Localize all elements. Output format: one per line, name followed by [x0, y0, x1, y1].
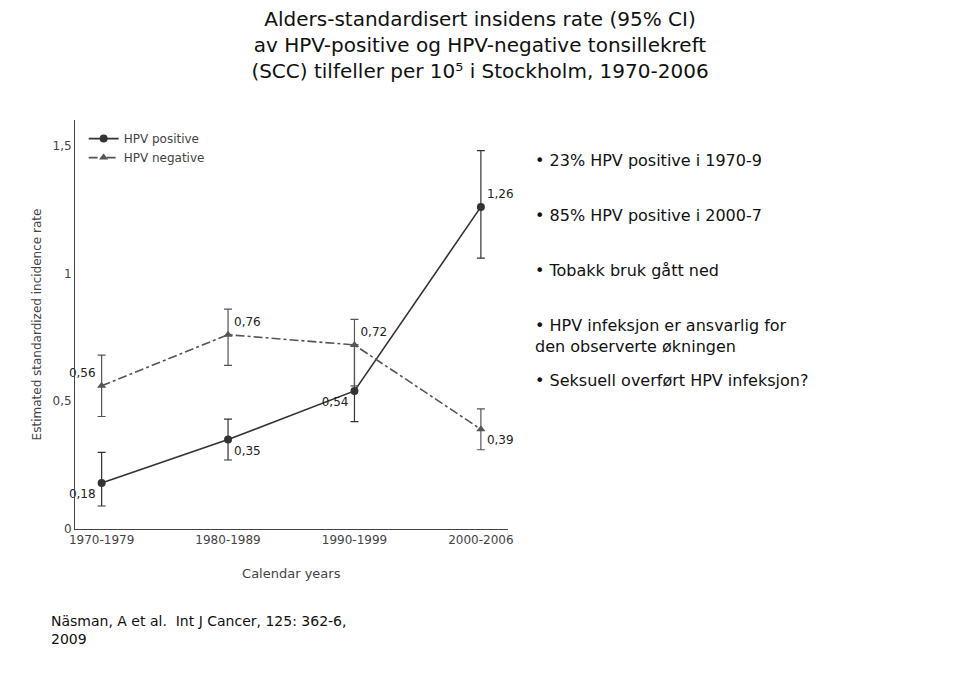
svg-text:2000-2006: 2000-2006 [448, 533, 513, 547]
svg-text:Calendar years: Calendar years [242, 566, 341, 581]
svg-text:1970-1979: 1970-1979 [69, 533, 134, 547]
svg-text:0,18: 0,18 [69, 487, 96, 501]
svg-text:0,35: 0,35 [234, 444, 261, 458]
svg-text:Estimated standardized inciden: Estimated standardized incidence rate [30, 209, 44, 441]
svg-text:0,5: 0,5 [53, 394, 72, 408]
svg-text:0: 0 [64, 522, 72, 536]
svg-text:• 85% HPV positive i 2000-7: • 85% HPV positive i 2000-7 [535, 206, 762, 225]
svg-text:0,54: 0,54 [322, 395, 349, 409]
svg-text:0,72: 0,72 [360, 325, 387, 339]
svg-text:Näsman, A et al. Int J Cancer: Näsman, A et al. Int J Cancer, 125: 362-… [51, 613, 346, 647]
svg-text:1980-1989: 1980-1989 [195, 533, 260, 547]
svg-text:0,76: 0,76 [234, 315, 261, 329]
svg-text:• Seksuell overført HPV infeks: • Seksuell overført HPV infeksjon? [535, 371, 808, 390]
svg-text:0,56: 0,56 [69, 366, 96, 380]
svg-text:HPV negative: HPV negative [124, 151, 205, 165]
svg-text:1,5: 1,5 [53, 139, 72, 153]
svg-text:• Tobakk bruk gått ned: • Tobakk bruk gått ned [535, 261, 719, 280]
svg-text:HPV positive: HPV positive [124, 132, 199, 146]
svg-text:1,26: 1,26 [487, 187, 514, 201]
svg-text:1: 1 [64, 267, 72, 281]
svg-text:1990-1999: 1990-1999 [322, 533, 387, 547]
svg-text:Alders-standardisert insidens: Alders-standardisert insidens rate (95% … [251, 7, 708, 83]
svg-text:• HPV infeksjon er ansvarlig f: • HPV infeksjon er ansvarlig forden obse… [535, 316, 787, 356]
svg-text:0,39: 0,39 [487, 433, 514, 447]
svg-text:• 23% HPV positive i 1970-9: • 23% HPV positive i 1970-9 [535, 151, 762, 170]
